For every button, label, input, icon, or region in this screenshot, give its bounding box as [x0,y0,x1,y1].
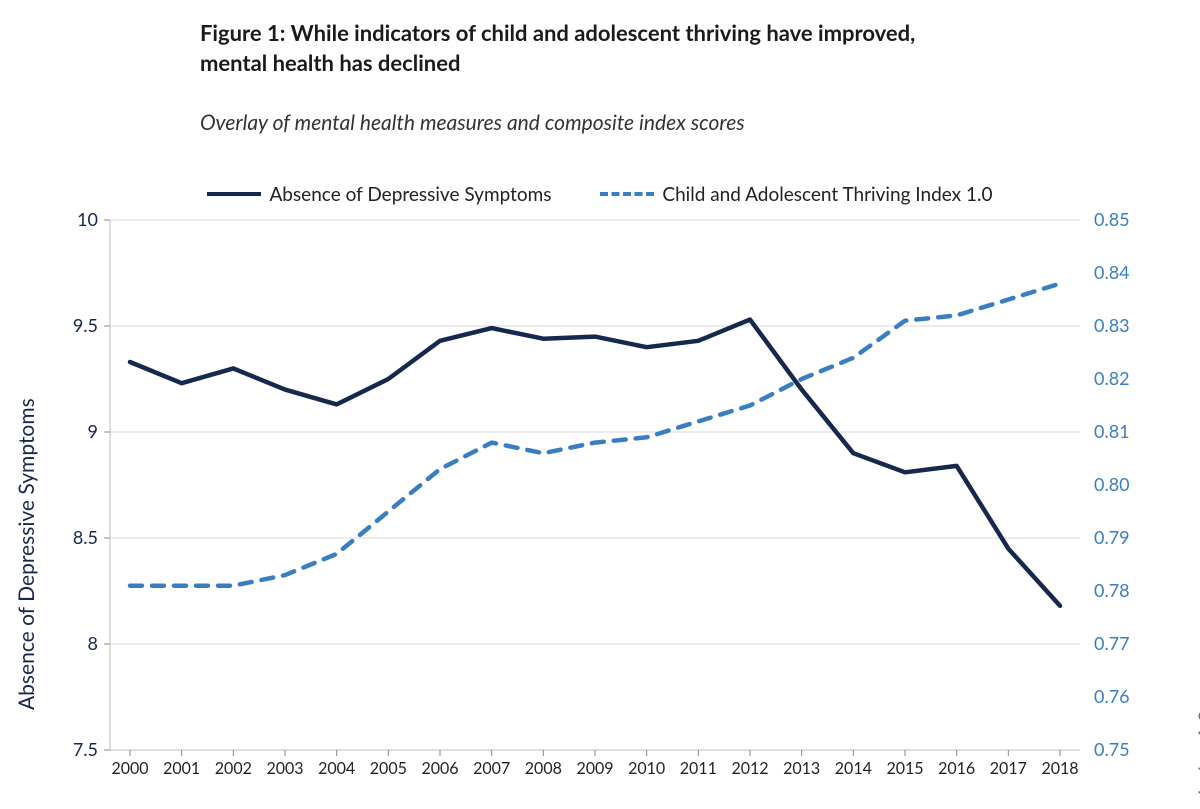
chart-legend: Absence of Depressive Symptoms Child and… [0,178,1200,206]
y-right-tick-label: 0.76 [1094,685,1130,707]
y-left-axis-label: Absence of Depressive Symptoms [14,398,39,710]
x-tick-label: 2013 [783,759,820,778]
x-tick-label: 2010 [628,759,665,778]
x-tick-label: 2018 [1041,759,1078,778]
y-left-tick-label: 7.5 [73,738,98,760]
legend-swatch-ads [207,192,261,196]
x-tick-label: 2000 [111,759,148,778]
x-tick-label: 2003 [266,759,303,778]
legend-label-cati: Child and Adolescent Thriving Index 1.0 [662,183,992,206]
x-tick-label: 2014 [835,759,872,778]
y-left-tick-label: 8.5 [73,526,98,548]
x-tick-label: 2008 [525,759,562,778]
chart-svg: 10 9.5 9 8.5 8 7.5 0.85 0.84 0.83 0.82 0.81 0.80 0.7… [0,210,1200,790]
y-left-tick-label: 9.5 [73,314,98,336]
x-tick-label: 2007 [473,759,510,778]
y-right-tick-label: 0.85 [1094,210,1130,230]
x-tick-label: 2001 [163,759,200,778]
legend-item-ads: Absence of Depressive Symptoms [207,183,551,206]
y-right-tick-label: 0.82 [1094,367,1130,389]
legend-label-ads: Absence of Depressive Symptoms [269,183,551,206]
x-tick-label: 2009 [576,759,613,778]
y-right-tick-label: 0.80 [1094,473,1130,495]
y-left-tick-label: 10 [77,210,98,230]
legend-swatch-cati [600,192,654,196]
y-right-tick-label: 0.75 [1094,738,1130,760]
x-tick-label: 2017 [990,759,1027,778]
y-right-tick-label: 0.84 [1094,261,1130,283]
y-left-tick-label: 8 [88,632,98,654]
chart-container: Absence of Depressive Symptoms Child and… [0,210,1200,790]
y-right-tick-label: 0.77 [1094,632,1130,654]
x-tick-label: 2011 [680,759,717,778]
legend-item-cati: Child and Adolescent Thriving Index 1.0 [600,183,992,206]
y-right-tick-label: 0.78 [1094,579,1130,601]
x-tick-label: 2006 [421,759,458,778]
series-line-cati [130,284,1060,586]
y-right-tick-label: 0.81 [1094,420,1130,442]
y-right-tick-label: 0.83 [1094,314,1130,336]
y-right-tick-label: 0.79 [1094,526,1130,548]
y-left-tick-label: 9 [88,420,98,442]
x-tick-label: 2016 [938,759,975,778]
x-tick-label: 2004 [318,759,355,778]
x-tick-label: 2015 [886,759,923,778]
y-right-axis-label: Child and Adolescent Thriving Index 1.0 [1194,710,1200,809]
x-tick-label: 2005 [370,759,407,778]
figure-subtitle: Overlay of mental health measures and co… [200,110,960,135]
x-tick-label: 2012 [731,759,768,778]
x-tick-label: 2002 [215,759,252,778]
series-line-ads [130,320,1060,606]
figure-title: Figure 1: While indicators of child and … [200,18,960,77]
